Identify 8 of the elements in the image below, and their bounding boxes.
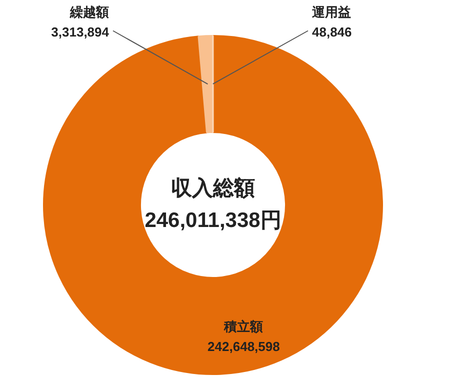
data-label: 48,846	[312, 24, 352, 40]
slice-label: 積立額	[223, 319, 264, 334]
data-label: 242,648,598	[208, 339, 280, 354]
slice-label: 運用益	[311, 4, 351, 20]
data-label: 3,313,894	[51, 24, 110, 40]
text: 246,011,338円	[144, 208, 282, 232]
text: 収入総額	[171, 176, 255, 200]
slice-label: 繰越額	[69, 4, 109, 20]
